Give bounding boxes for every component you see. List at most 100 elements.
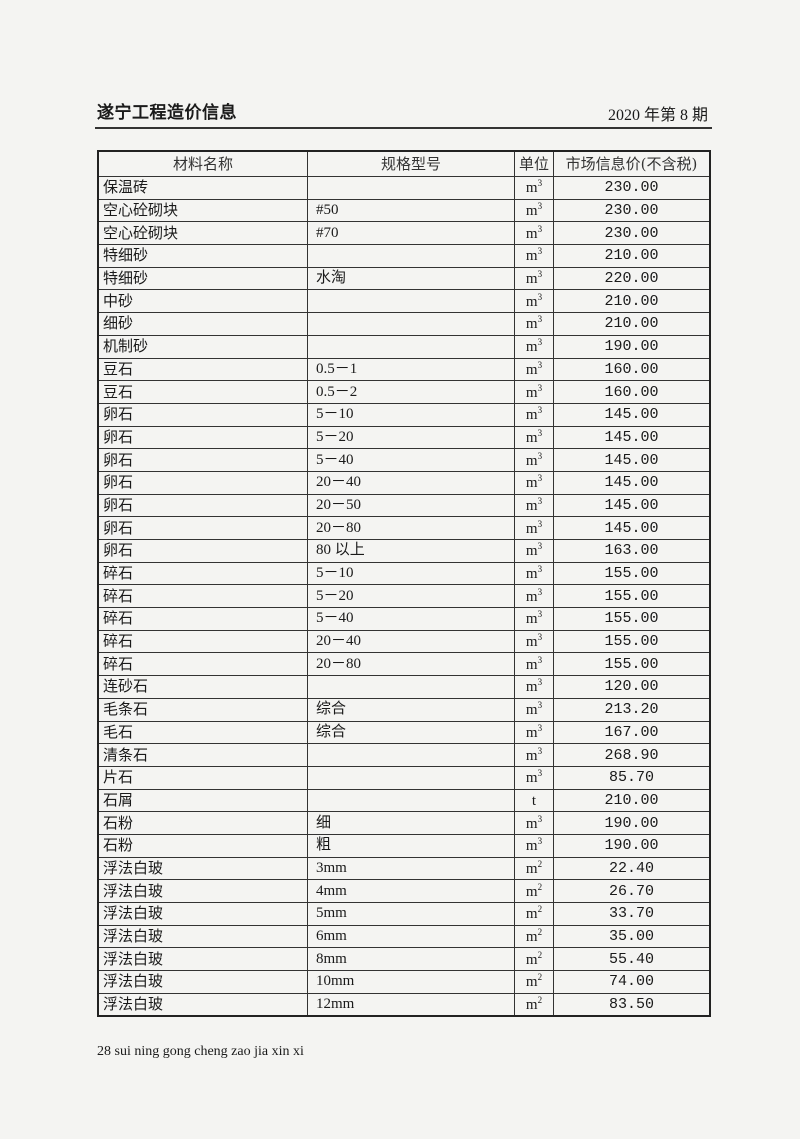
unit-exponent: 3	[537, 586, 543, 597]
material-spec	[307, 743, 515, 767]
table-row: 毛石 综合 m3 167.00	[97, 720, 711, 745]
material-unit: m3	[513, 221, 555, 246]
material-price: 26.70	[553, 879, 711, 903]
unit-base: m	[525, 407, 538, 424]
table-row: 空心砼砌块 #50 m3 230.00	[97, 198, 711, 223]
material-unit: m3	[513, 743, 555, 767]
material-spec	[307, 334, 515, 359]
material-price: 210.00	[553, 244, 711, 268]
unit-exponent: 3	[537, 201, 543, 212]
table-row: 浮法白玻 3mm m2 22.40	[97, 856, 711, 881]
material-name: 毛条石	[97, 697, 308, 722]
unit-base: m	[525, 180, 538, 197]
material-spec: 粗	[307, 833, 515, 858]
unit-exponent: 3	[537, 745, 543, 756]
unit-base: m	[525, 588, 538, 605]
material-unit: t	[513, 788, 555, 813]
material-name: 细砂	[97, 312, 308, 336]
material-price-table: 材料名称 规格型号 单位 市场信息价(不含税) 保温砖 m3 230.00 空心砼砌块…	[97, 150, 711, 1018]
material-spec: 综合	[307, 720, 515, 745]
material-price: 55.40	[553, 947, 711, 972]
material-name: 碎石	[97, 652, 308, 677]
material-spec: 3mm	[307, 856, 515, 881]
table-row: 细砂 m3 210.00	[97, 312, 711, 336]
table-row: 碎石 5－20 m3 155.00	[97, 584, 711, 609]
table-row: 卵石 5－40 m3 145.00	[97, 448, 711, 472]
material-price: 145.00	[553, 516, 711, 540]
material-price: 190.00	[553, 833, 711, 858]
unit-exponent: 3	[537, 359, 543, 370]
material-unit: m3	[513, 697, 555, 722]
material-unit: m3	[513, 539, 555, 563]
material-spec: 0.5－1	[307, 357, 515, 382]
table-row: 毛条石 综合 m3 213.20	[97, 697, 711, 722]
material-spec: 6mm	[307, 924, 515, 949]
material-price: 22.40	[553, 856, 711, 881]
material-unit: m3	[513, 425, 555, 450]
material-name: 石粉	[97, 833, 308, 858]
unit-base: m	[525, 248, 538, 265]
material-name: 卵石	[97, 493, 308, 518]
unit-base: m	[525, 543, 538, 560]
material-spec: 20－50	[307, 493, 515, 518]
unit-base: m	[525, 997, 538, 1014]
table-row: 卵石 20－50 m3 145.00	[97, 493, 711, 518]
material-unit: m3	[513, 652, 555, 677]
material-unit: m3	[513, 675, 555, 699]
material-price: 190.00	[553, 811, 711, 835]
material-spec: 综合	[307, 697, 515, 722]
unit-exponent: 3	[537, 405, 543, 416]
material-unit: m3	[513, 334, 555, 359]
unit-exponent: 3	[537, 609, 543, 620]
material-price: 160.00	[553, 380, 711, 404]
material-unit: m2	[513, 879, 555, 903]
unit-exponent: 3	[537, 700, 543, 711]
material-unit: m3	[513, 266, 555, 291]
unit-base: m	[525, 429, 538, 446]
material-unit: m2	[513, 856, 555, 881]
material-price: 145.00	[553, 493, 711, 518]
table-row: 片石 m3 85.70	[97, 765, 711, 790]
table-row: 浮法白玻 6mm m2 35.00	[97, 924, 711, 949]
unit-base: m	[525, 384, 538, 401]
table-row: 保温砖 m3 230.00	[97, 176, 711, 200]
unit-exponent: 3	[537, 813, 543, 824]
unit-exponent: 3	[537, 223, 543, 234]
material-price: 155.00	[553, 584, 711, 609]
material-spec: 5－20	[307, 584, 515, 609]
material-unit: m3	[513, 833, 555, 858]
material-price: 220.00	[553, 266, 711, 291]
unit-exponent: 2	[537, 995, 543, 1006]
material-name: 浮法白玻	[97, 947, 308, 972]
unit-base: m	[525, 497, 538, 514]
material-price: 145.00	[553, 470, 711, 495]
table-header-row: 材料名称 规格型号 单位 市场信息价(不含税)	[97, 150, 711, 177]
unit-exponent: 3	[537, 836, 543, 847]
material-name: 卵石	[97, 402, 308, 427]
material-unit: m3	[513, 720, 555, 745]
unit-exponent: 3	[537, 632, 543, 643]
material-price: 33.70	[553, 902, 711, 926]
material-unit: m3	[513, 811, 555, 835]
material-spec: 20－40	[307, 629, 515, 654]
unit-exponent: 3	[537, 337, 543, 348]
table-row: 碎石 20－40 m3 155.00	[97, 629, 711, 654]
material-name: 卵石	[97, 470, 308, 495]
material-spec: 20－80	[307, 652, 515, 677]
material-price: 155.00	[553, 561, 711, 586]
material-unit: m3	[513, 516, 555, 540]
material-price: 74.00	[553, 970, 711, 994]
material-unit: m3	[513, 198, 555, 223]
unit-exponent: 3	[537, 495, 543, 506]
column-header-spec: 规格型号	[307, 150, 515, 177]
issue-number: 2020 年第 8 期	[607, 107, 708, 124]
material-unit: m3	[513, 629, 555, 654]
material-unit: m3	[513, 448, 555, 472]
material-price: 210.00	[553, 788, 711, 813]
column-header-price: 市场信息价(不含税)	[553, 150, 711, 177]
material-price: 83.50	[553, 992, 711, 1017]
material-name: 卵石	[97, 516, 308, 540]
unit-exponent: 2	[537, 858, 543, 869]
unit-exponent: 3	[537, 178, 543, 189]
column-header-name: 材料名称	[97, 150, 308, 177]
